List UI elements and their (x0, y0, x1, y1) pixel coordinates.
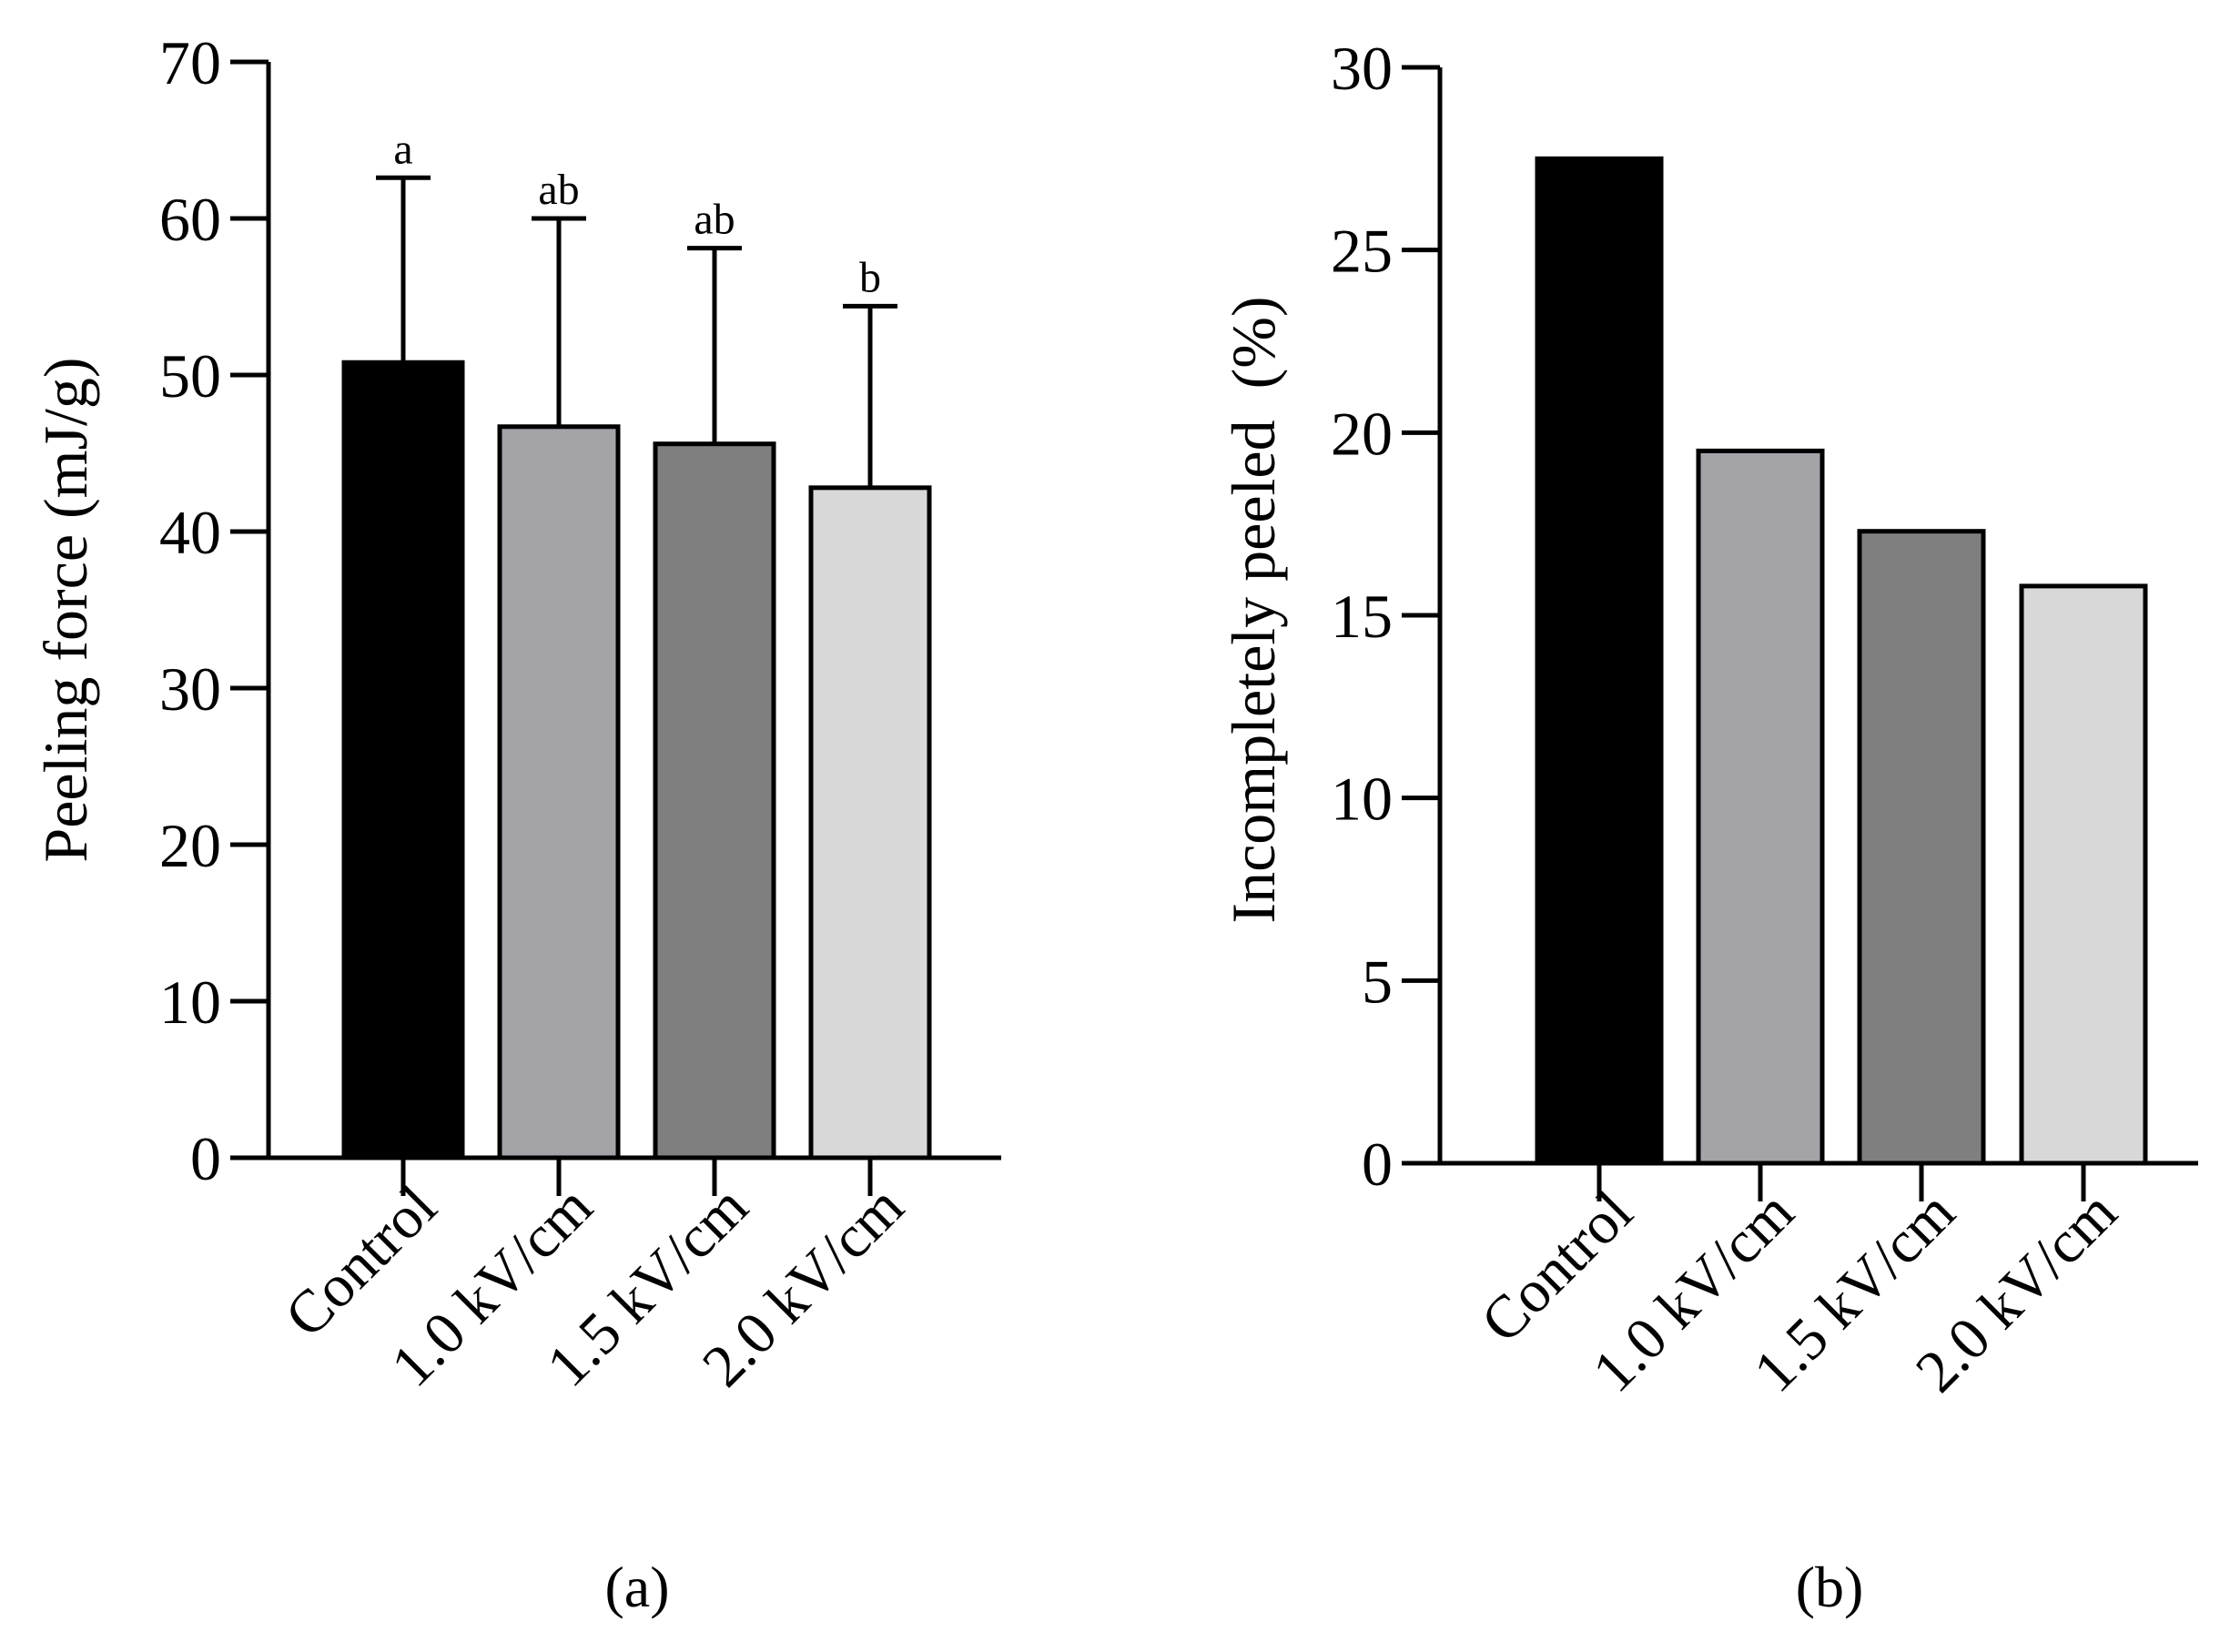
y-tick-label: 70 (159, 28, 221, 97)
y-tick-label: 30 (159, 654, 221, 724)
y-tick-label: 20 (1331, 399, 1393, 468)
y-tick-label: 0 (190, 1124, 221, 1193)
y-tick-label: 0 (1362, 1130, 1393, 1199)
y-tick-label: 25 (1331, 217, 1393, 286)
bar-1 (341, 360, 465, 1160)
y-tick-label: 10 (1331, 765, 1393, 834)
bar-4 (2019, 583, 2148, 1166)
bar-3 (653, 441, 776, 1160)
y-tick-label: 15 (1331, 582, 1393, 651)
y-axis-title: Incompletely peeled (%) (1219, 296, 1288, 923)
bar-4 (808, 485, 932, 1160)
panel-label: (b) (1796, 1555, 1864, 1619)
significance-label-1: a (393, 125, 412, 173)
y-tick-label: 50 (159, 341, 221, 410)
bar-2 (497, 424, 621, 1160)
bar-1 (1535, 156, 1664, 1166)
y-tick-label: 20 (159, 811, 221, 880)
y-tick-label: 30 (1331, 34, 1393, 103)
significance-label-2: ab (538, 166, 579, 214)
panel-label: (a) (604, 1555, 669, 1619)
y-tick-label: 10 (159, 968, 221, 1037)
bar-3 (1857, 529, 1986, 1166)
bar-2 (1696, 448, 1825, 1166)
y-tick-label: 5 (1362, 947, 1393, 1016)
significance-label-4: b (859, 253, 881, 301)
y-tick-label: 40 (159, 498, 221, 567)
y-tick-label: 60 (159, 185, 221, 254)
significance-label-3: ab (694, 196, 735, 244)
y-axis-title: Peeling force (mJ/g) (31, 357, 100, 862)
